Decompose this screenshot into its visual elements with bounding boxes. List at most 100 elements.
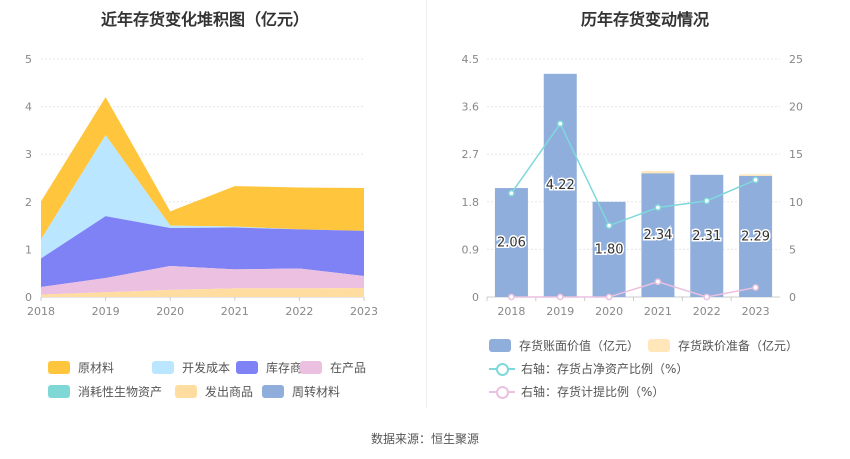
- y2-tick-label: 25: [789, 53, 803, 66]
- legend-label: 原材料: [78, 361, 115, 375]
- legend-label: 周转材料: [292, 385, 341, 399]
- y-tick-label: 5: [25, 53, 32, 66]
- area-series: [41, 135, 364, 259]
- x-tick-label: 2021: [221, 305, 249, 318]
- y-tick-label: 2.7: [462, 148, 480, 161]
- legend-item-book-value[interactable]: 存货账面价值（亿元）: [489, 337, 639, 354]
- bar-value-label: 4.22: [546, 178, 575, 193]
- legend-label: 开发成本: [182, 361, 231, 375]
- legend-swatch: [175, 385, 197, 398]
- legend-item-development-cost[interactable]: 开发成本: [152, 359, 230, 376]
- legend-swatch: [48, 385, 70, 398]
- legend-item-net-asset-ratio[interactable]: 右轴：存货占净资产比例（%）: [489, 360, 688, 377]
- x-tick-label: 2022: [285, 305, 313, 318]
- legend-swatch: [489, 339, 511, 352]
- line-provision-ratio: [511, 280, 756, 298]
- data-source-note: 数据来源：恒生聚源: [370, 432, 479, 446]
- x-tick-label: 2023: [742, 305, 770, 318]
- y-tick-label: 4: [25, 101, 32, 114]
- y-tick-label: 0: [472, 291, 479, 304]
- y2-tick-label: 15: [789, 148, 803, 161]
- y-tick-label: 0: [25, 291, 32, 304]
- y-tick-label: 3.6: [462, 101, 480, 114]
- bar-value-label: 2.31: [692, 229, 721, 244]
- legend-line-swatch: [489, 362, 515, 376]
- line-point: [605, 222, 613, 229]
- bar-book-value: [592, 201, 626, 297]
- area-series: [41, 266, 364, 295]
- x-tick-label: 2019: [92, 305, 120, 318]
- bar-value-label: 1.80: [595, 242, 624, 257]
- stacked-area-chart: 0 1 2 3 4 5 2018 2019 2020 2021 2022 2023: [25, 53, 378, 318]
- inventory-bar-chart: 0 0.9 1.8 2.7 3.6 4.5 0 5 10 15 20 25 2018 2019 2020 20…: [462, 53, 804, 318]
- line-point: [654, 204, 662, 211]
- line-point: [654, 278, 662, 286]
- y-tick-label: 0.9: [462, 243, 480, 256]
- line-point: [508, 189, 515, 197]
- legend-swatch: [48, 361, 70, 374]
- line-point: [752, 284, 759, 291]
- line-point: [703, 293, 711, 301]
- legend-line-swatch: [489, 385, 515, 399]
- area-series: [41, 97, 364, 240]
- y2-tick-label: 20: [789, 101, 803, 114]
- legend-item-goods-shipped[interactable]: 发出商品: [175, 383, 253, 400]
- y2-tick-label: 0: [789, 291, 796, 304]
- y-tick-label: 1: [25, 243, 32, 256]
- bar-chart-title: 历年存货变动情况: [580, 10, 709, 29]
- legend-swatch: [300, 361, 322, 374]
- area-series: [41, 287, 364, 297]
- x-tick-label: 2019: [546, 305, 574, 318]
- legend-label: 消耗性生物资产: [78, 385, 163, 399]
- line-point: [556, 293, 564, 301]
- line-point: [752, 176, 759, 184]
- legend-item-provision-ratio[interactable]: 右轴：存货计提比例（%）: [489, 383, 664, 400]
- y-tick-label: 4.5: [462, 53, 480, 66]
- legend-label: 右轴：存货占净资产比例（%）: [521, 362, 689, 376]
- line-point: [556, 120, 564, 128]
- legend-label: 发出商品: [205, 385, 254, 399]
- bar-impairment-provision: [641, 171, 675, 174]
- line-net-asset-ratio: [510, 122, 756, 227]
- y-tick-label: 2: [25, 196, 32, 209]
- legend-label: 存货账面价值（亿元）: [519, 339, 640, 353]
- line-point: [605, 293, 613, 301]
- area-series: [41, 216, 364, 288]
- panel-divider: [426, 0, 427, 408]
- legend-item-biological-assets[interactable]: 消耗性生物资产: [48, 383, 162, 400]
- legend-label: 存货跌价准备（亿元）: [678, 339, 799, 353]
- x-tick-label: 2020: [156, 305, 184, 318]
- legend-swatch: [648, 339, 670, 352]
- x-tick-label: 2018: [27, 305, 55, 318]
- bar-value-label: 2.29: [741, 229, 770, 244]
- y2-tick-label: 5: [789, 243, 796, 256]
- x-tick-label: 2020: [595, 305, 623, 318]
- legend-item-work-in-progress[interactable]: 在产品: [300, 359, 366, 376]
- legend-swatch: [152, 361, 174, 374]
- bar-value-label: 2.06: [497, 236, 526, 251]
- legend-item-impairment-provision[interactable]: 存货跌价准备（亿元）: [648, 337, 798, 354]
- line-point: [508, 293, 515, 301]
- stacked-chart-title: 近年存货变化堆积图（亿元）: [100, 10, 309, 29]
- x-tick-label: 2021: [644, 305, 672, 318]
- bar-value-label: 2.34: [643, 228, 672, 243]
- bar-book-value: [543, 73, 577, 297]
- legend-label: 右轴：存货计提比例（%）: [521, 385, 665, 399]
- legend-item-turnover-materials[interactable]: 周转材料: [262, 383, 340, 400]
- legend-label: 在产品: [330, 361, 367, 375]
- bar-book-value: [690, 174, 724, 297]
- x-tick-label: 2018: [497, 305, 525, 318]
- legend-swatch: [236, 361, 258, 374]
- y-tick-label: 1.8: [462, 196, 480, 209]
- legend-item-raw-materials[interactable]: 原材料: [48, 359, 114, 376]
- legend-swatch: [262, 385, 284, 398]
- bar-impairment-provision: [739, 174, 773, 176]
- y2-tick-label: 10: [789, 196, 803, 209]
- line-point: [703, 197, 711, 205]
- y-tick-label: 3: [25, 148, 32, 161]
- x-tick-label: 2023: [350, 305, 378, 318]
- x-tick-label: 2022: [693, 305, 721, 318]
- bar-book-value: [739, 175, 773, 297]
- bar-book-value: [494, 188, 528, 297]
- bar-book-value: [641, 173, 675, 297]
